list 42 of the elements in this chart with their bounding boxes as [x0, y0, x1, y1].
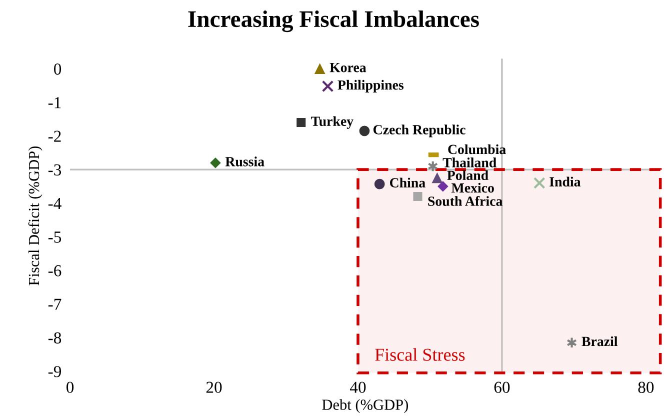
point	[314, 64, 326, 74]
point	[359, 126, 370, 136]
series-label: China	[390, 178, 426, 188]
series-label: Philippines	[338, 80, 404, 93]
point	[432, 172, 442, 184]
series-label: Columbia	[448, 144, 506, 154]
x-axis-title: Debt (%GDP)	[322, 399, 408, 413]
point	[413, 192, 422, 201]
y-tick-label: -4	[48, 198, 62, 209]
point	[533, 177, 546, 189]
series-label: India	[550, 176, 581, 186]
series-label: Korea	[330, 62, 366, 72]
y-tick-label: 0	[54, 63, 62, 75]
x-tick-label: 80	[638, 382, 654, 393]
band-label: Fiscal Stress	[375, 348, 465, 361]
y-tick-label: -1	[48, 97, 61, 108]
series-label: Russia	[225, 156, 264, 166]
chart-title: Increasing Fiscal Imbalances	[188, 10, 479, 32]
series-label: Brazil	[582, 336, 618, 346]
series-label: South Africa	[428, 196, 502, 206]
y-tick-label: -9	[48, 366, 62, 378]
x-tick-label: 0	[66, 382, 74, 393]
point	[322, 80, 334, 92]
point	[210, 158, 221, 168]
y-tick-label: -6	[48, 265, 62, 276]
y-tick-label: -2	[48, 130, 61, 142]
point	[374, 178, 385, 190]
y-tick-label: -8	[48, 332, 62, 344]
series-label: Thailand	[442, 158, 496, 168]
x-tick-label: 60	[494, 382, 510, 393]
series-label: Czech Republic	[373, 124, 466, 138]
y-tick-label: -7	[48, 298, 62, 310]
y-tick-label: -5	[48, 232, 62, 243]
series-label: Mexico	[452, 182, 494, 193]
series-label: Poland	[447, 170, 488, 180]
x-tick-label: 20	[206, 382, 222, 393]
x-tick-label: 40	[350, 382, 366, 393]
point	[296, 118, 306, 128]
y-axis-title: Fiscal Deficit (%GDP)	[28, 146, 42, 286]
series-label: Turkey	[311, 116, 354, 129]
y-tick-label: -3	[48, 164, 62, 176]
point	[438, 181, 448, 192]
